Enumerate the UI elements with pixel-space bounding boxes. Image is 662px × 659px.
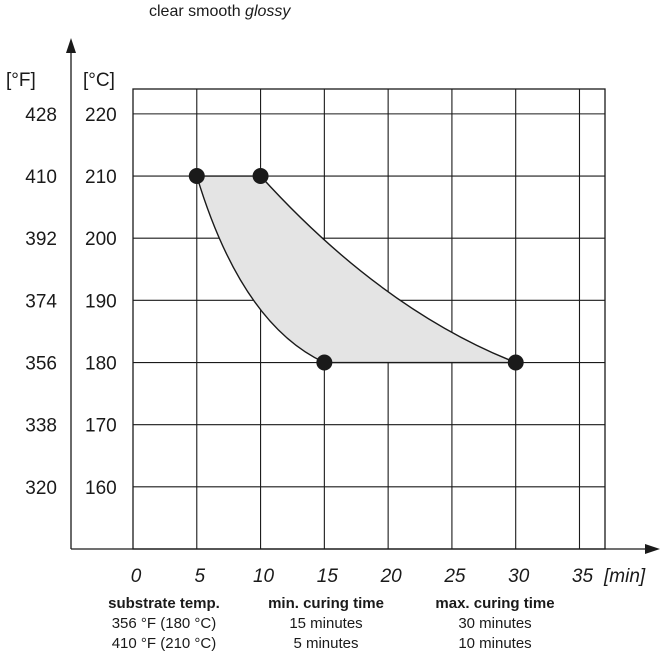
y-tick-label-celsius: 180 [85,354,117,375]
legend-cell: 410 °F (210 °C) [111,635,217,652]
y-tick-label-fahrenheit: 356 [25,354,57,375]
legend-cell: 356 °F (180 °C) [111,615,217,632]
legend-header: min. curing time [268,595,384,612]
curing-chart: 1603201703381803561903742003922104102204… [6,38,660,587]
y-tick-label-fahrenheit: 320 [25,478,57,499]
x-axis-arrow [645,544,660,554]
y-axis-arrow [66,38,76,53]
data-point [188,168,205,185]
x-tick-label: 35 [572,566,594,587]
y-tick-label-celsius: 160 [85,478,117,499]
data-point [252,168,269,185]
subtitle-plain: clear smooth [149,3,241,20]
y-tick-label-fahrenheit: 428 [25,105,57,126]
y-tick-label-celsius: 210 [85,167,117,188]
y-tick-label-fahrenheit: 338 [25,416,57,437]
legend-cell: 30 minutes [458,615,532,632]
y-tick-label-celsius: 170 [85,416,117,437]
y-unit-fahrenheit: [°F] [6,70,36,91]
min-curing-curve [196,175,325,364]
y-tick-label-fahrenheit: 374 [25,291,57,312]
y-tick-label-celsius: 220 [85,105,117,126]
x-tick-label: 20 [380,566,403,587]
data-point [507,354,524,371]
max-curing-curve [260,175,516,364]
y-unit-celsius: [°C] [83,70,115,91]
data-point [316,354,333,371]
y-tick-label-celsius: 200 [85,229,117,250]
legend-cell: 10 minutes [458,635,532,652]
legend-cell: 5 minutes [293,635,359,652]
x-tick-label: 25 [443,566,466,587]
chart-subtitle: clear smooth glossy [149,3,290,21]
legend-header: substrate temp. [108,595,220,612]
legend-cell: 15 minutes [289,615,363,632]
subtitle-emphasis: glossy [245,3,291,20]
x-unit-label: [min] [603,566,646,587]
legend-header: max. curing time [435,595,555,612]
y-tick-label-fahrenheit: 410 [25,167,57,188]
y-tick-label-fahrenheit: 392 [25,229,57,250]
curing-window-area [196,176,516,363]
x-tick-label: 30 [508,566,530,587]
x-tick-label: 10 [253,566,275,587]
x-tick-label: 15 [317,566,339,587]
x-tick-label: 0 [131,566,142,587]
x-tick-label: 5 [194,566,205,587]
legend-column-max-curing: max. curing time 30 minutes 10 minutes [414,594,576,654]
legend-column-substrate: substrate temp. 356 °F (180 °C) 410 °F (… [90,594,238,654]
y-tick-label-celsius: 190 [85,291,117,312]
legend-column-min-curing: min. curing time 15 minutes 5 minutes [250,594,402,654]
